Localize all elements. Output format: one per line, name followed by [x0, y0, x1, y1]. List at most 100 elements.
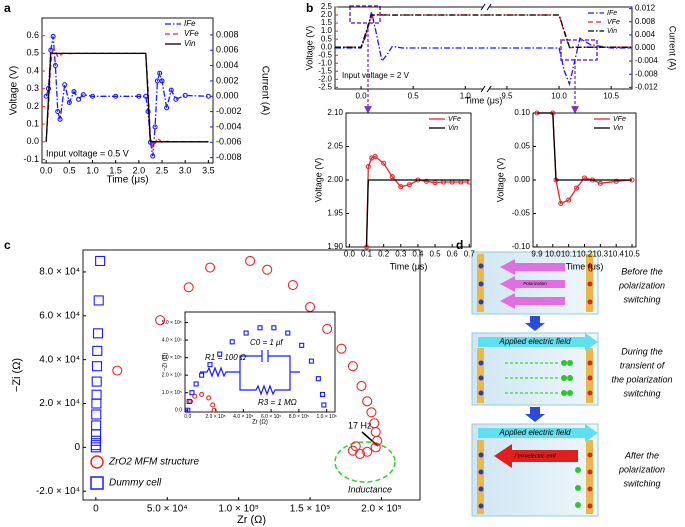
y-tick-label: 3.0 × 10⁵ — [162, 355, 182, 361]
y-axis-label: Voltage (V) — [313, 158, 323, 203]
zoom-box — [349, 5, 381, 24]
point — [91, 389, 102, 400]
point — [205, 262, 216, 273]
plot-frame — [41, 17, 214, 164]
x-tick-label: 0.0 — [40, 165, 53, 175]
y-tick-label: -0.05 — [512, 209, 531, 218]
x-tick-label: 0.2 — [378, 249, 390, 258]
y-tick-label: 0.5 — [321, 34, 333, 43]
y-tick-label: 1.90 — [327, 242, 343, 251]
axis-break — [480, 3, 492, 93]
x-tick-label: 1.0 — [460, 91, 472, 100]
legend-label: Vin — [448, 125, 458, 132]
point — [159, 78, 165, 84]
field-arrow — [478, 424, 598, 442]
x-tick-label: 10.2 — [577, 249, 593, 258]
y-tick-label: 0.2 — [26, 101, 39, 111]
y-tick-label: 2.5 — [321, 2, 333, 11]
y-tick-label: 1.95 — [327, 209, 343, 218]
y-tick-label: -1.5 — [318, 66, 332, 75]
x-tick-label: 10.0 — [545, 249, 561, 258]
y-tick-label: -0.5 — [318, 50, 332, 59]
point — [322, 323, 333, 334]
y-tick-label: 8.0 × 10⁴ — [39, 267, 80, 278]
point — [66, 99, 72, 105]
point — [362, 446, 373, 457]
point — [188, 398, 194, 405]
caption: Before the — [621, 266, 663, 276]
annotation-arrow — [361, 431, 379, 447]
point — [558, 200, 564, 206]
point — [423, 178, 430, 184]
x-axis-label: Time (μs) — [106, 175, 148, 186]
x-tick-label: 1.5 — [109, 165, 122, 175]
axis-break — [483, 86, 490, 92]
y-tick-label: 0.3 — [26, 83, 39, 93]
legend-label: Dummy cell — [109, 478, 162, 489]
x-tick-label: 0.0 — [355, 91, 367, 100]
y2-axis-label: Current (A) — [668, 26, 678, 71]
point — [189, 390, 195, 396]
charges — [587, 263, 593, 509]
x-tick-label: 3.5 — [202, 165, 215, 175]
x-tick-label: 0.0 — [184, 414, 191, 420]
field-label: Applied electric field — [498, 428, 571, 437]
y2-tick-label: 0.012 — [635, 4, 656, 13]
point — [185, 407, 191, 413]
series-line — [335, 11, 632, 87]
point — [157, 70, 163, 76]
legend-label: Vin — [613, 125, 623, 132]
point — [406, 182, 412, 188]
point — [356, 380, 367, 392]
circuit — [200, 350, 300, 396]
caption: the polarization — [611, 374, 672, 384]
point — [154, 78, 160, 84]
x-tick-label: 9.5 — [501, 91, 513, 100]
legend-label: Vin — [184, 39, 196, 48]
panel-label: b — [306, 1, 313, 15]
point — [183, 282, 194, 293]
annotation: 17 Hz — [348, 420, 372, 430]
electrode — [586, 348, 593, 403]
point — [55, 109, 61, 115]
x-tick-label: 0.5 — [63, 165, 76, 175]
point — [257, 325, 263, 331]
arrow-label: Ferroelectric emf — [514, 453, 556, 459]
caption: switching — [623, 294, 660, 304]
y-axis-label: Voltage (V) — [9, 66, 20, 115]
legend-label: IFe — [607, 10, 617, 17]
y-tick-label: -0.1 — [23, 154, 39, 164]
point — [95, 255, 106, 267]
y-tick-label: 2.00 — [327, 175, 343, 184]
point — [62, 82, 68, 88]
caption: transient of — [620, 360, 666, 370]
point — [287, 280, 298, 291]
point — [93, 295, 104, 306]
charges — [478, 263, 484, 509]
y-tick-label: 0.0 — [175, 408, 182, 414]
caption: switching — [623, 388, 660, 398]
point — [362, 396, 373, 407]
point — [350, 441, 361, 452]
point — [308, 358, 314, 364]
zoom-box — [560, 39, 598, 61]
y2-tick-label: -0.004 — [635, 56, 658, 65]
electrode — [477, 348, 484, 403]
point — [92, 345, 103, 356]
point — [57, 116, 63, 122]
point — [613, 178, 619, 184]
field-label: Applied electric field — [498, 337, 571, 346]
y-tick-label: 0.0 — [321, 42, 333, 51]
point — [217, 351, 223, 357]
series-line — [45, 52, 209, 143]
y-tick-label: -2.5 — [318, 83, 332, 92]
y-tick-label: -0.10 — [512, 242, 531, 251]
y2-tick-label: 0.006 — [216, 45, 239, 55]
point — [211, 407, 217, 413]
panel-label: a — [4, 1, 11, 15]
point — [192, 393, 198, 399]
point — [207, 362, 213, 368]
x-tick-label: 0.5 — [429, 249, 441, 258]
y-tick-label: -2.0 — [318, 74, 332, 83]
